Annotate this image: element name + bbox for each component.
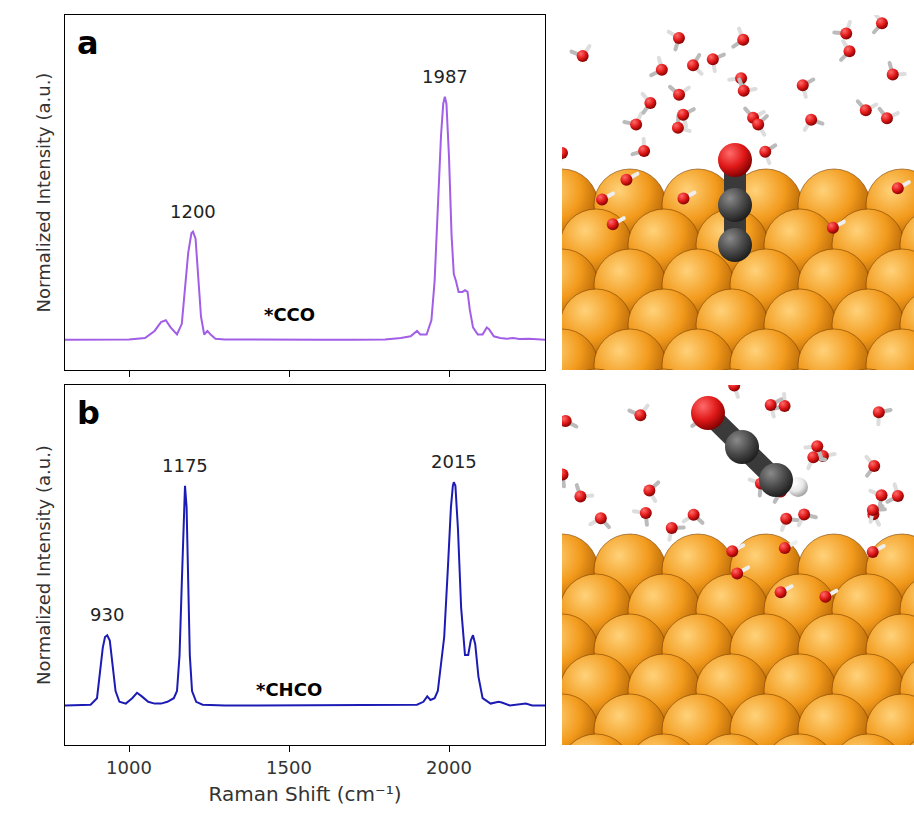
svg-text:2000: 2000 [426, 757, 472, 778]
svg-text:930: 930 [90, 604, 124, 625]
svg-text:1500: 1500 [266, 757, 312, 778]
svg-text:*CHCO: *CHCO [256, 679, 322, 700]
svg-text:1000: 1000 [106, 757, 152, 778]
svg-text:Raman Shift (cm⁻¹): Raman Shift (cm⁻¹) [209, 782, 402, 806]
svg-text:1200: 1200 [170, 201, 216, 222]
svg-text:b: b [77, 394, 100, 432]
svg-text:Normalized Intensity (a.u.): Normalized Intensity (a.u.) [33, 73, 54, 313]
svg-text:Normalized Intensity (a.u.): Normalized Intensity (a.u.) [33, 445, 54, 685]
svg-text:a: a [77, 24, 99, 62]
svg-text:2015: 2015 [431, 451, 477, 472]
svg-text:*CCO: *CCO [264, 304, 315, 325]
svg-text:1175: 1175 [162, 455, 208, 476]
svg-text:1987: 1987 [422, 66, 468, 87]
